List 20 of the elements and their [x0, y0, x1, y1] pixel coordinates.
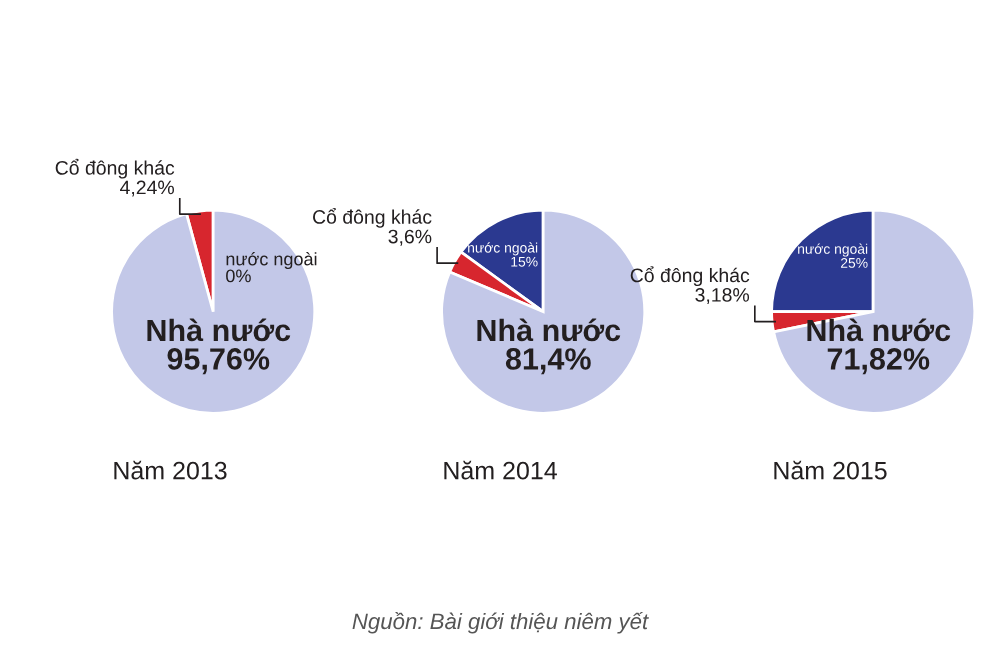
slice-label: Nhà nước: [477, 318, 621, 342]
data-label: 3,18%: [695, 288, 750, 305]
text: Năm 2015: [774, 460, 887, 480]
data-label: 4,24%: [120, 180, 174, 197]
slice-label: Nhà nước: [147, 318, 291, 342]
data-label: 3,6%: [388, 229, 432, 246]
slice-label: Nhà nước: [807, 318, 951, 342]
text: Năm 2013: [114, 460, 227, 480]
slice-label: Cổ đông khác: [630, 266, 750, 287]
text: Nguồn: Bài giới thiệu niêm yết: [352, 611, 649, 634]
pie-slice: [110, 208, 317, 415]
slice-label: Cổ đông khác: [55, 158, 175, 179]
data-label: 95,76%: [167, 348, 270, 375]
text: Năm 2014: [444, 460, 557, 480]
text: 0%: [226, 269, 251, 283]
slice-label: Cổ đông khác: [313, 207, 432, 228]
data-label: 71,82%: [827, 348, 930, 375]
data-label: 81,4%: [505, 348, 591, 375]
pie-slice: [772, 208, 977, 415]
category-label: nước ngoài: [226, 251, 317, 270]
